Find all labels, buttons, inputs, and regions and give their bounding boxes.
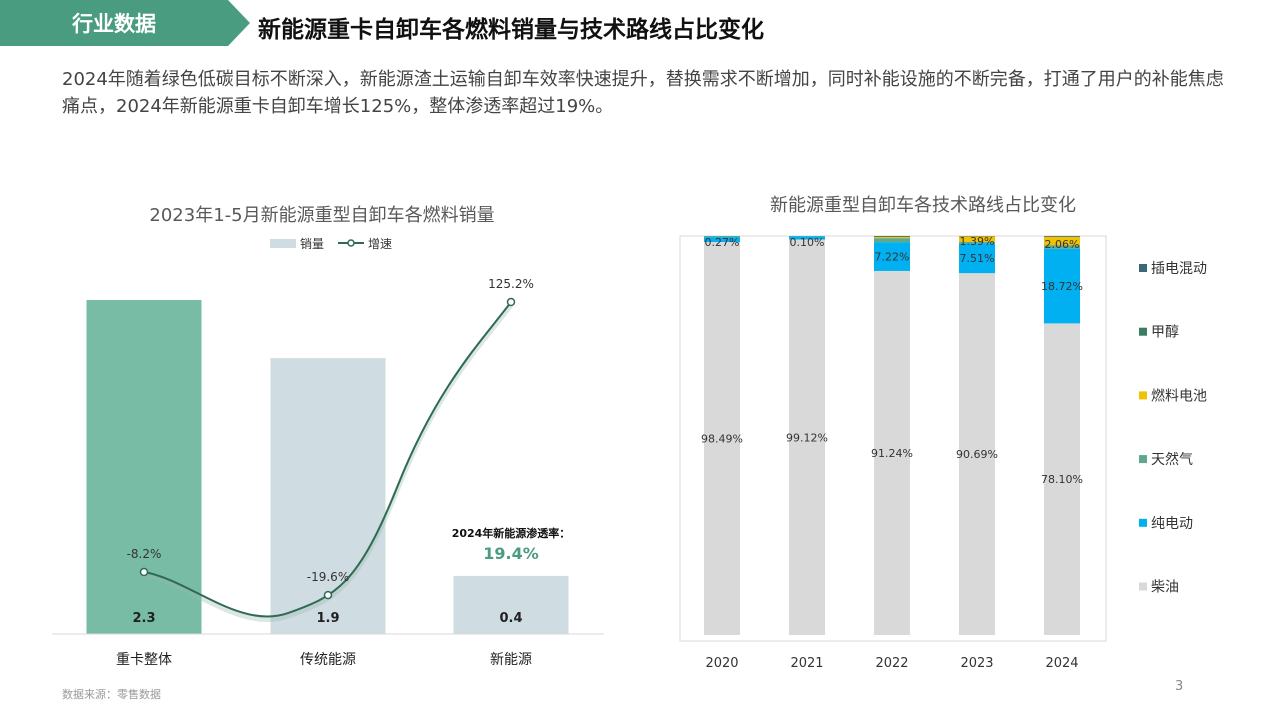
diesel-data-label: 78.10% (1041, 473, 1083, 486)
stack-segment (704, 237, 740, 243)
x-tick-label: 传统能源 (300, 652, 356, 668)
legend-swatch (1139, 327, 1147, 336)
gas-data-label: 0.10% (790, 236, 825, 249)
legend-label: 纯电动 (1151, 516, 1193, 532)
diesel-data-label: 91.24% (871, 447, 913, 460)
legend-label: 燃料电池 (1151, 387, 1207, 404)
x-tick-label: 2023 (960, 656, 993, 671)
x-tick-label: 2024 (1045, 656, 1078, 671)
x-tick-label: 2020 (705, 656, 738, 671)
section-tag: 行业数据 (0, 0, 250, 46)
data-source: 数据来源：零售数据 (62, 688, 161, 701)
legend-swatch-sales (270, 239, 296, 248)
ev-data-label: 18.72% (1041, 280, 1083, 293)
stack-segment (874, 238, 910, 243)
x-tick-label: 2022 (875, 656, 908, 671)
legend-swatch (1139, 391, 1147, 400)
growth-point (139, 567, 149, 577)
legend-label: 插电混动 (1151, 261, 1207, 277)
sales-bar-label: 1.9 (316, 611, 339, 626)
sales-bar (270, 358, 386, 634)
stack-segment (704, 242, 740, 635)
sales-bar (86, 300, 202, 634)
tech-share-stacked-chart: 新能源重型自卸车各技术路线占比变化 2020 2021 2022 2023 2024 98.… (679, 195, 1207, 671)
x-tick-label: 2021 (790, 656, 823, 671)
gas-data-label: 0.27% (705, 236, 740, 249)
stack-segment (874, 270, 910, 635)
x-tick-label: 新能源 (490, 652, 532, 668)
section-tag-label: 行业数据 (72, 12, 156, 36)
stack-segment (789, 236, 825, 240)
legend-label: 甲醇 (1151, 324, 1179, 341)
growth-point (323, 590, 333, 600)
page-title: 新能源重卡自卸车各燃料销量与技术路线占比变化 (258, 17, 764, 43)
stack-segment (1044, 323, 1080, 635)
stack-segment (704, 236, 740, 238)
chart1-title: 2023年1-5月新能源重型自卸车各燃料销量 (149, 205, 494, 226)
sales-bar (453, 575, 569, 634)
growth-label: 125.2% (488, 277, 534, 291)
fuelcell-data-label: 2.06% (1045, 238, 1080, 251)
sales-bar-label: 2.3 (132, 611, 155, 626)
description-text: 2024年随着绿色低碳目标不断深入，新能源渣土运输自卸车效率快速提升，替换需求不… (62, 69, 1224, 117)
diesel-data-label: 99.12% (786, 431, 828, 444)
growth-line (143, 301, 512, 618)
stack-segment (1044, 245, 1080, 249)
stack-segment (959, 236, 995, 242)
legend-marker-growth (347, 239, 355, 247)
ev-data-label: 7.22% (875, 251, 910, 264)
legend-label: 天然气 (1151, 451, 1193, 468)
page-number: 3 (1175, 679, 1184, 694)
legend-label-growth: 增速 (368, 237, 392, 251)
stack-segment (959, 241, 995, 244)
penetration-value: 19.4% (483, 544, 539, 563)
x-tick-label: 重卡整体 (116, 652, 172, 668)
sales-bar-label: 0.4 (499, 611, 522, 626)
legend-label-sales: 销量 (300, 237, 324, 251)
legend-swatch (1139, 582, 1147, 591)
stack-segment (789, 239, 825, 635)
stack-segment (1044, 236, 1080, 246)
growth-line-shadow (143, 303, 513, 623)
stack-segment (874, 242, 910, 271)
growth-label: -8.2% (127, 547, 162, 561)
stack-segment (874, 236, 910, 239)
legend-swatch (1139, 518, 1147, 527)
chart2-title: 新能源重型自卸车各技术路线占比变化 (770, 195, 1076, 216)
stack-segment (1044, 248, 1080, 324)
legend-swatch (1139, 455, 1147, 464)
stack-segment (959, 273, 995, 635)
fuelcell-data-label: 1.39% (960, 235, 995, 248)
stack-segment (959, 243, 995, 274)
legend-swatch (1139, 264, 1147, 272)
diesel-data-label: 98.49% (701, 433, 743, 446)
growth-label: -19.6% (307, 570, 349, 584)
penetration-label: 2024年新能源渗透率： (452, 526, 571, 540)
stack-segment (874, 236, 910, 237)
section-tag-shape (0, 0, 250, 46)
ev-data-label: 7.51% (960, 252, 995, 265)
diesel-data-label: 90.69% (956, 448, 998, 461)
growth-point (506, 297, 516, 307)
legend-label: 柴油 (1151, 580, 1179, 596)
